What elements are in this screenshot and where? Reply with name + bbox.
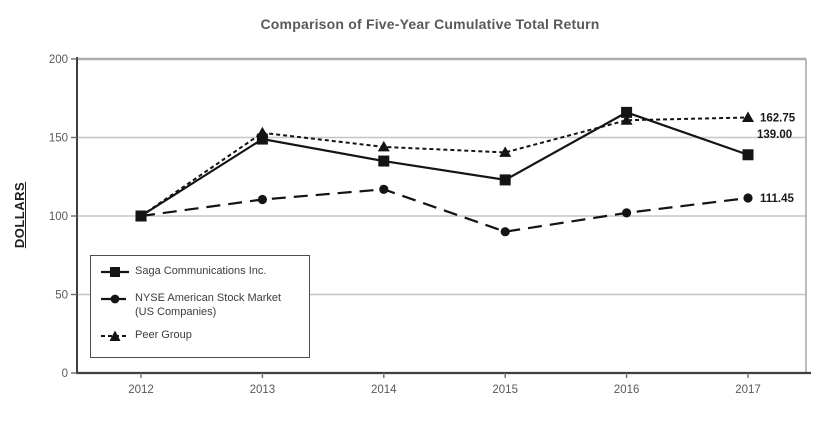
- legend-item-saga: Saga Communications Inc.: [101, 264, 301, 279]
- series-line-square: [140, 111, 749, 217]
- y-tick-label-200: 200: [49, 54, 68, 66]
- legend-key-shortdash-triangle-icon: [101, 330, 129, 341]
- marker-circle-2013: [257, 194, 267, 205]
- marker-circle-2014: [379, 184, 389, 194]
- series-line-circle: [140, 188, 749, 233]
- end-label-square: 139.00: [757, 129, 792, 141]
- x-tick-label-2014: 2014: [371, 384, 397, 396]
- marker-triangle-2014: [377, 140, 390, 152]
- legend-label-nyse: NYSE American Stock Market (US Companies…: [135, 291, 282, 319]
- marker-square-2015: [499, 174, 511, 186]
- x-tick-label-2013: 2013: [250, 384, 276, 396]
- legend-label-peer: Peer Group: [135, 328, 192, 341]
- x-tick-label-2017: 2017: [735, 384, 761, 396]
- y-tick-label-0: 0: [62, 368, 68, 380]
- legend: Saga Communications Inc. NYSE American S…: [90, 255, 310, 358]
- marker-circle-2015: [500, 227, 510, 237]
- marker-square-2016: [621, 106, 633, 118]
- marker-circle-2016: [622, 208, 632, 218]
- marker-triangle-2016: [620, 114, 633, 125]
- legend-item-peer: Peer Group: [101, 328, 301, 343]
- marker-square-2017: [742, 149, 754, 161]
- legend-item-nyse: NYSE American Stock Market (US Companies…: [101, 291, 301, 320]
- y-tick-label-100: 100: [49, 211, 68, 223]
- x-tick-label-2015: 2015: [492, 384, 518, 396]
- legend-key-solid-square-icon: [101, 267, 129, 277]
- x-tick-label-2016: 2016: [614, 384, 640, 396]
- marker-square-2014: [378, 155, 390, 167]
- marker-triangle-2015: [499, 146, 512, 157]
- marker-triangle-2012: [135, 210, 147, 221]
- legend-label-saga: Saga Communications Inc.: [135, 265, 267, 277]
- y-tick-label-50: 50: [55, 290, 68, 302]
- marker-square-2013: [256, 133, 268, 145]
- marker-triangle-2013: [256, 126, 269, 138]
- legend-key-longdash-circle-icon: [101, 294, 129, 303]
- marker-circle-2017: [743, 193, 753, 203]
- series-line-triangle: [140, 116, 749, 217]
- marker-triangle-2017: [742, 111, 754, 122]
- y-tick-label-150: 150: [49, 133, 68, 145]
- chart-title: Comparison of Five-Year Cumulative Total…: [260, 16, 600, 32]
- end-label-triangle: 162.75: [760, 112, 796, 124]
- x-tick-label-2012: 2012: [128, 384, 154, 396]
- end-label-circle: 111.45: [760, 193, 795, 205]
